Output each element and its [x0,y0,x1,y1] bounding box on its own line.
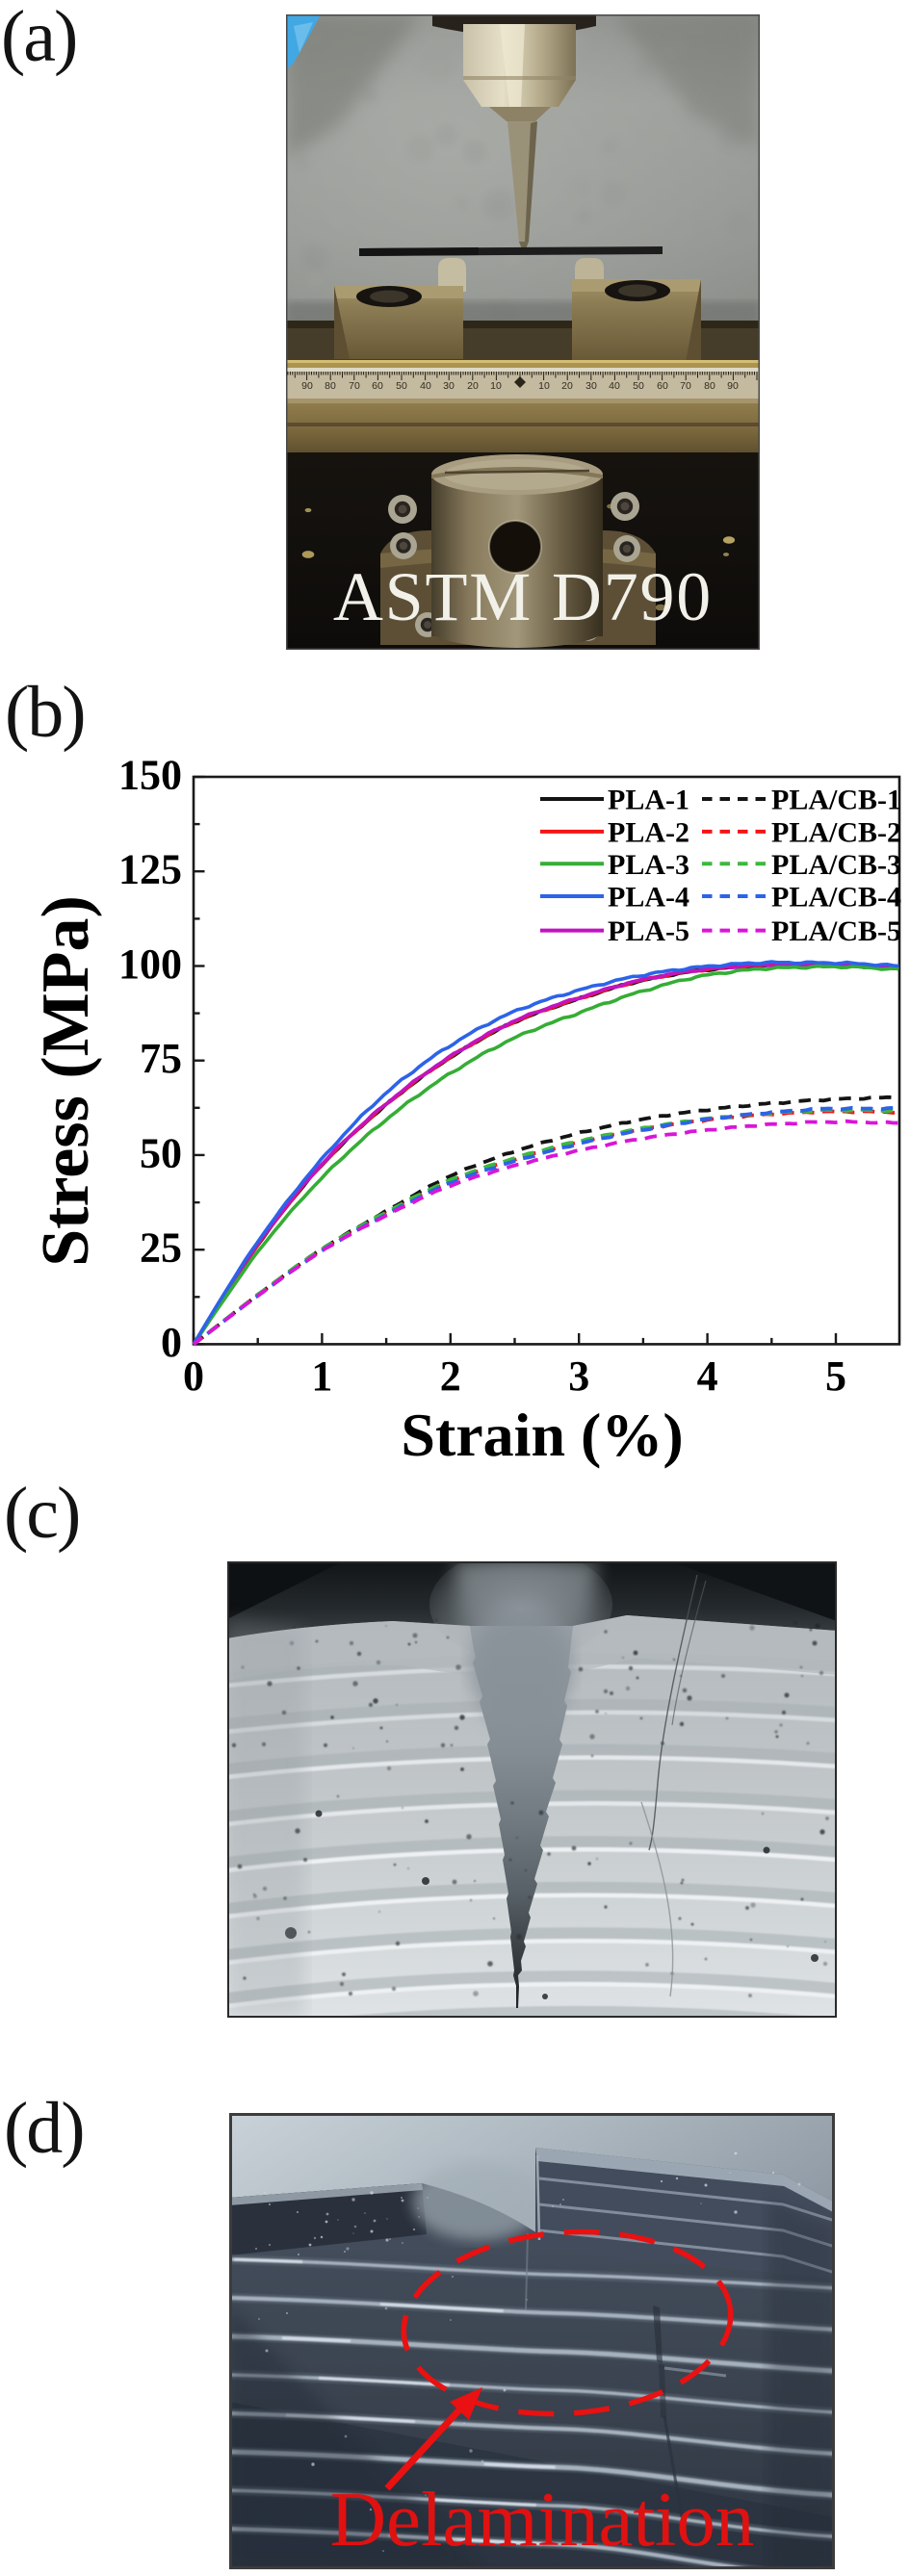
svg-text:PLA/CB-3: PLA/CB-3 [771,849,901,881]
svg-text:150: 150 [118,752,182,799]
svg-text:0: 0 [183,1352,204,1400]
svg-text:Delamination: Delamination [330,2476,755,2563]
svg-text:10: 10 [538,380,550,392]
svg-text:80: 80 [325,380,336,392]
svg-text:90: 90 [727,380,739,392]
svg-text:PLA-4: PLA-4 [608,882,689,914]
svg-text:4: 4 [697,1352,718,1400]
svg-text:40: 40 [420,380,431,392]
svg-text:PLA/CB-5: PLA/CB-5 [771,915,901,947]
svg-text:0: 0 [161,1319,182,1366]
svg-text:PLA-3: PLA-3 [608,849,689,881]
svg-text:50: 50 [140,1129,182,1176]
svg-text:PLA/CB-1: PLA/CB-1 [771,785,901,816]
svg-text:70: 70 [680,380,691,392]
svg-text:PLA-2: PLA-2 [608,816,689,848]
svg-text:50: 50 [396,380,407,392]
svg-text:3: 3 [568,1352,589,1400]
svg-text:20: 20 [561,380,573,392]
svg-text:2: 2 [440,1352,461,1400]
svg-text:75: 75 [140,1035,182,1082]
svg-text:100: 100 [118,940,182,988]
svg-text:PLA-1: PLA-1 [608,785,689,816]
svg-text:ASTM D790: ASTM D790 [333,558,713,635]
svg-text:PLA-5: PLA-5 [608,915,689,947]
svg-text:30: 30 [585,380,597,392]
svg-text:90: 90 [301,380,313,392]
svg-text:60: 60 [657,380,668,392]
svg-text:Stress (MPa): Stress (MPa) [29,895,103,1267]
svg-text:80: 80 [704,380,715,392]
svg-text:20: 20 [467,380,479,392]
svg-text:50: 50 [633,380,644,392]
svg-text:10: 10 [490,380,502,392]
svg-text:60: 60 [372,380,383,392]
svg-text:25: 25 [140,1224,182,1272]
svg-text:1: 1 [311,1352,332,1400]
svg-text:30: 30 [443,380,455,392]
svg-text:PLA/CB-2: PLA/CB-2 [771,816,901,848]
svg-text:Strain (%): Strain (%) [401,1401,683,1469]
svg-text:PLA/CB-4: PLA/CB-4 [771,882,901,914]
svg-text:40: 40 [609,380,620,392]
svg-text:70: 70 [349,380,360,392]
svg-text:5: 5 [825,1352,846,1400]
svg-text:125: 125 [118,846,182,893]
